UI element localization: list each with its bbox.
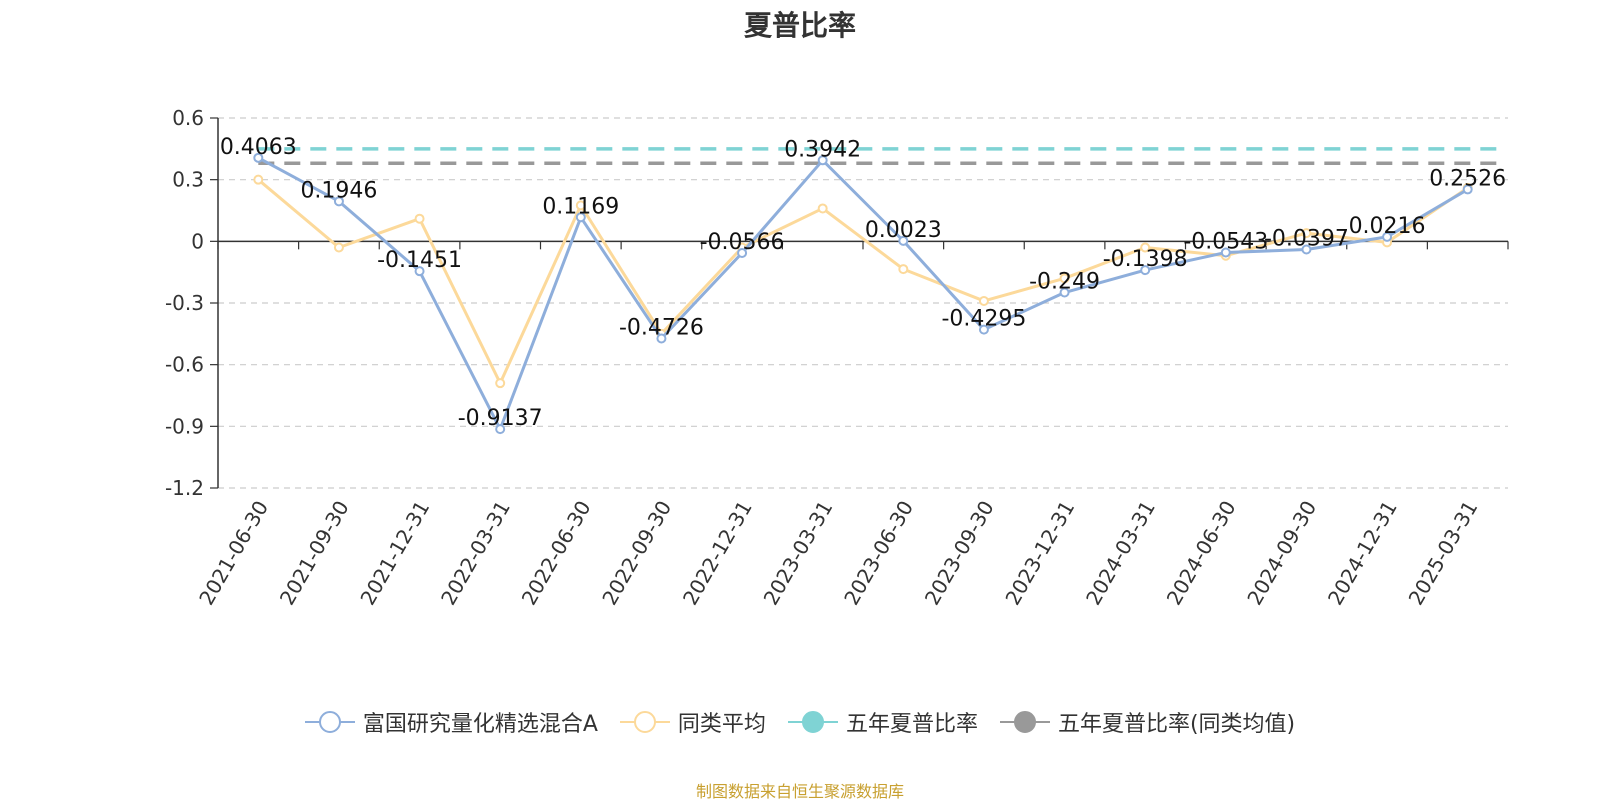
data-point xyxy=(817,155,828,166)
data-point xyxy=(495,378,506,389)
x-tick-label: 2021-12-31 xyxy=(355,497,434,610)
x-tick-label: 2024-03-31 xyxy=(1081,497,1160,610)
series-line xyxy=(257,178,1469,385)
chart-title: 夏普比率 xyxy=(743,9,856,42)
data-point xyxy=(1462,184,1473,195)
x-tick-label: 2024-12-31 xyxy=(1323,497,1402,610)
y-tick-label: -0.9 xyxy=(165,414,204,438)
data-point xyxy=(253,174,264,185)
legend-label: 五年夏普比率(同类均值) xyxy=(1057,712,1296,737)
data-point xyxy=(414,266,425,277)
data-point xyxy=(737,247,748,258)
x-tick-label: 2023-06-30 xyxy=(839,497,918,610)
data-label: -0.249 xyxy=(1029,270,1100,295)
data-point xyxy=(1382,231,1393,242)
legend-label: 富国研究量化精选混合A xyxy=(362,712,598,737)
y-tick-label: -0.6 xyxy=(165,353,204,377)
data-point xyxy=(253,152,264,163)
legend-item[interactable]: 五年夏普比率 xyxy=(787,706,978,738)
data-label: 0.0023 xyxy=(865,218,942,243)
legend-symbol xyxy=(619,711,670,733)
data-label: -0.4295 xyxy=(941,307,1026,332)
data-point xyxy=(1301,244,1312,255)
legend-label: 同类平均 xyxy=(677,712,766,737)
series-line xyxy=(257,156,1469,431)
data-label: -0.0543 xyxy=(1183,229,1268,254)
data-point xyxy=(656,333,667,344)
legend: 富国研究量化精选混合A 同类平均 五年夏普比率 五年夏普比率(同类均值) xyxy=(0,706,1600,738)
data-point xyxy=(898,235,909,246)
x-tick-label: 2025-03-31 xyxy=(1404,497,1483,610)
x-tick-label: 2022-09-30 xyxy=(597,497,676,610)
data-point xyxy=(1220,247,1231,258)
x-tick-label: 2023-09-30 xyxy=(920,497,999,610)
data-point xyxy=(1140,242,1151,253)
data-point xyxy=(333,242,344,253)
data-label: 0.0216 xyxy=(1349,214,1426,239)
y-tick-label: -1.2 xyxy=(165,476,204,500)
data-point xyxy=(978,324,989,335)
data-point xyxy=(1059,273,1070,284)
data-label: 0.3942 xyxy=(784,137,861,162)
data-label: 0.2526 xyxy=(1429,166,1506,191)
x-tick-label: 2024-06-30 xyxy=(1162,497,1241,610)
x-tick-label: 2023-03-31 xyxy=(759,497,838,610)
data-point xyxy=(575,200,586,211)
legend-symbol xyxy=(787,711,838,733)
data-label: -0.1451 xyxy=(377,248,462,273)
data-point xyxy=(817,203,828,214)
data-point xyxy=(898,264,909,275)
x-tick-label: 2022-06-30 xyxy=(517,497,596,610)
data-label: -0.9137 xyxy=(458,406,543,431)
data-point xyxy=(1301,228,1312,239)
x-tick-label: 2022-03-31 xyxy=(436,497,515,610)
data-point xyxy=(978,295,989,306)
data-point xyxy=(1140,265,1151,276)
data-point xyxy=(414,213,425,224)
legend-symbol xyxy=(999,711,1050,733)
y-tick-label: -0.3 xyxy=(165,291,204,315)
x-tick-label: 2022-12-31 xyxy=(678,497,757,610)
legend-item[interactable]: 富国研究量化精选混合A xyxy=(304,706,598,738)
data-source-note: 制图数据来自恒生聚源数据库 xyxy=(695,782,904,801)
data-label: 0.1946 xyxy=(300,178,377,203)
y-tick-label: 0 xyxy=(191,229,204,253)
legend-item[interactable]: 同类平均 xyxy=(619,706,766,738)
data-point xyxy=(495,424,506,435)
legend-item[interactable]: 五年夏普比率(同类均值) xyxy=(999,706,1296,738)
x-tick-label: 2023-12-31 xyxy=(1000,497,1079,610)
data-point xyxy=(333,196,344,207)
data-label: 0.4063 xyxy=(220,135,297,160)
data-point xyxy=(1059,287,1070,298)
x-tick-label: 2021-09-30 xyxy=(275,497,354,610)
x-tick-label: 2024-09-30 xyxy=(1242,497,1321,610)
data-label: 0.1169 xyxy=(542,194,619,219)
data-label: -0.0566 xyxy=(700,230,785,255)
x-tick-label: 2021-06-30 xyxy=(194,497,273,610)
y-tick-label: 0.6 xyxy=(172,106,204,130)
data-label: -0.1398 xyxy=(1103,247,1188,272)
data-label: -0.4726 xyxy=(619,315,704,340)
data-label: -0.0397 xyxy=(1264,226,1349,251)
data-point xyxy=(575,212,586,223)
legend-label: 五年夏普比率 xyxy=(845,712,978,737)
legend-symbol xyxy=(304,711,355,733)
y-tick-label: 0.3 xyxy=(172,168,204,192)
